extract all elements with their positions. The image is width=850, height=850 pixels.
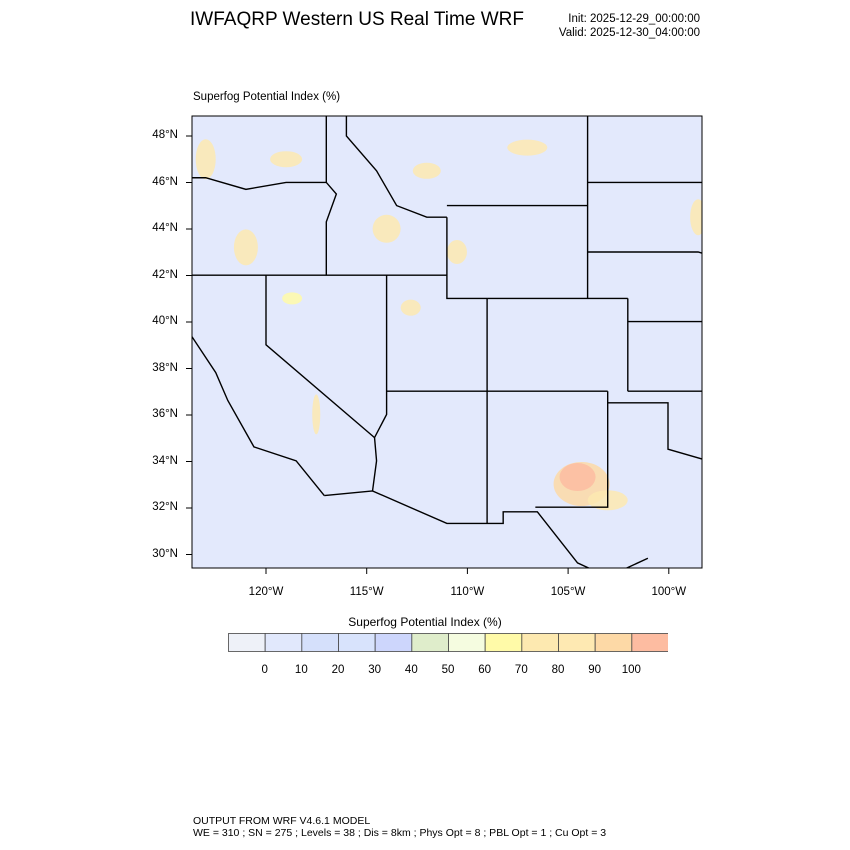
lat-tick-label: 32°N: [152, 501, 178, 513]
colorbar-swatch: [594, 633, 633, 652]
index-region: [270, 151, 303, 168]
map-frame: [191, 115, 703, 569]
lat-tick-label: 48°N: [152, 129, 178, 141]
lat-tick-label: 30°N: [152, 547, 178, 560]
colorbar-label: 30: [368, 664, 382, 676]
colorbar-label: 100: [621, 664, 641, 676]
lon-tick-label: 115°W: [349, 586, 384, 598]
colorbar-label: 80: [551, 664, 565, 676]
index-region: [559, 463, 596, 492]
index-region: [312, 394, 321, 435]
index-region: [195, 139, 216, 180]
footer-model: OUTPUT FROM WRF V4.6.1 MODEL: [193, 815, 371, 827]
index-region: [507, 139, 548, 156]
colorbar-label: 10: [294, 664, 308, 676]
colorbar-label: 20: [331, 664, 345, 676]
colorbar-swatch: [301, 633, 339, 652]
colorbar-label: 0: [261, 664, 268, 676]
colorbar-title: Superfog Potential Index (%): [348, 615, 502, 629]
footer-config: WE = 310 ; SN = 275 ; Levels = 38 ; Dis …: [193, 827, 607, 839]
lat-tick-label: 40°N: [152, 315, 178, 327]
index-region: [720, 142, 736, 222]
index-region: [459, 116, 475, 117]
colorbar-label: 70: [514, 664, 528, 676]
colorbar: [228, 633, 668, 652]
colorbar-swatch: [448, 633, 486, 652]
colorbar-swatch: [631, 633, 668, 652]
index-region: [400, 299, 421, 316]
colorbar-swatch: [521, 633, 559, 652]
index-region: [412, 162, 441, 179]
index-region: [446, 240, 467, 264]
state-border: [325, 116, 338, 276]
lon-tick-label: 100°W: [651, 586, 687, 598]
lon-tick-label: 105°W: [550, 586, 586, 598]
state-border: [587, 251, 702, 254]
lat-tick-label: 38°N: [152, 361, 178, 374]
state-border: [324, 490, 649, 568]
lat-tick-label: 36°N: [152, 408, 178, 420]
colorbar-swatch: [338, 633, 376, 652]
colorbar-swatch: [484, 633, 523, 652]
lat-tick-label: 44°N: [152, 222, 178, 234]
state-border: [192, 335, 325, 497]
colorbar-swatch: [228, 633, 266, 652]
colorbar-swatch: [264, 633, 303, 652]
colorbar-swatch: [374, 633, 413, 652]
state-border: [265, 275, 375, 439]
state-border: [732, 101, 762, 321]
index-region: [690, 199, 702, 236]
lat-tick-label: 46°N: [152, 175, 178, 188]
state-border: [535, 402, 609, 508]
lat-tick-label: 42°N: [152, 268, 178, 281]
colorbar-swatch: [411, 633, 449, 652]
colorbar-label: 40: [404, 664, 418, 676]
colorbar-label: 60: [478, 664, 492, 676]
index-region: [282, 292, 303, 305]
index-region: [733, 131, 743, 211]
colorbar-label: 50: [441, 664, 455, 676]
lon-tick-label: 120°W: [248, 586, 284, 598]
state-border: [345, 116, 447, 218]
valid-time: Valid: 2025-12-30_04:00:00: [558, 27, 700, 39]
colorbar-label: 90: [588, 664, 602, 676]
plot-title: IWFAQRP Western US Real Time WRF: [190, 9, 524, 30]
lon-tick-label: 110°W: [450, 586, 485, 598]
state-border: [192, 177, 327, 191]
lat-tick-label: 34°N: [152, 454, 178, 467]
init-time: Init: 2025-12-29_00:00:00: [568, 13, 700, 25]
colorbar-swatch: [558, 633, 596, 652]
index-region: [233, 229, 258, 266]
field-label: Superfog Potential Index (%): [193, 91, 341, 103]
index-region: [372, 214, 401, 243]
state-border: [446, 217, 488, 300]
state-border: [607, 391, 702, 460]
state-border: [371, 275, 388, 492]
